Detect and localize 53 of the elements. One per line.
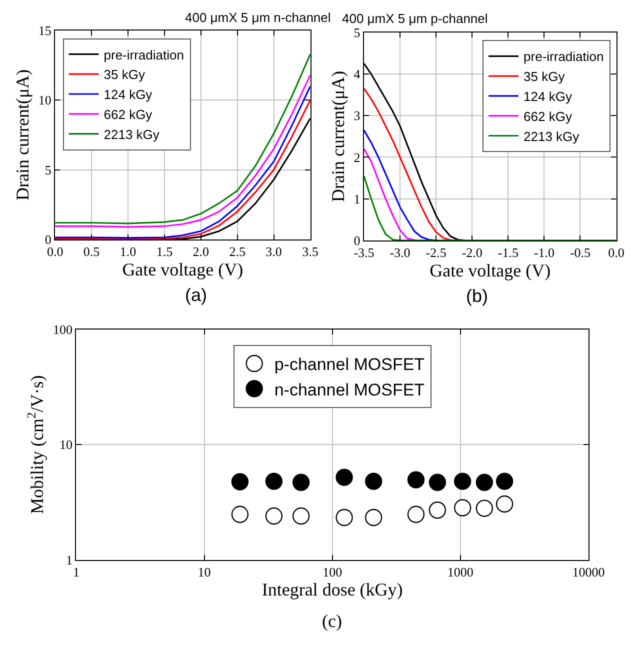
text: (a) — [185, 285, 207, 305]
x-axis-title: Integral dose (kGy) — [262, 580, 403, 600]
legend-label: 124 kGy — [524, 89, 572, 104]
x-tick-label: -1.0 — [534, 245, 554, 260]
x-tick-label: 0.0 — [608, 245, 624, 260]
text: (c) — [322, 611, 342, 631]
y-tick-label: 5 — [44, 162, 52, 178]
legend-label: 35 kGy — [524, 69, 566, 84]
legend-label: pre-irradiation — [104, 47, 184, 62]
legend-label: 662 kGy — [524, 108, 572, 124]
x-tick-label: 100 — [322, 564, 342, 580]
legend-label: 662 kGy — [104, 106, 153, 122]
y-tick-label: 10 — [59, 437, 72, 452]
x-tick-label: 3.0 — [266, 244, 282, 260]
x-tick-label: -1.5 — [498, 245, 518, 260]
y-axis-title: Drain current(μA) — [12, 69, 33, 201]
x-tick-label: 2.5 — [229, 244, 246, 260]
x-tick-label: 1000 — [447, 564, 474, 580]
y-tick-label: 4 — [354, 66, 361, 82]
text: (b) — [466, 286, 488, 306]
x-tick-label: -2.0 — [462, 245, 482, 260]
y-tick-label: 5 — [354, 24, 360, 40]
y-tick-label: 1 — [354, 191, 360, 206]
x-tick-label: 1.0 — [120, 244, 136, 260]
y-tick-label: 0 — [354, 232, 360, 248]
x-tick-label: -3.5 — [354, 245, 374, 260]
chart-title: 400 μmX 5 μm n-channel — [185, 10, 331, 25]
legend-label: n-channel MOSFET — [274, 380, 425, 400]
y-tick-label: 3 — [354, 108, 360, 124]
y-tick-label: 100 — [52, 322, 72, 337]
x-tick-label: 1.5 — [156, 244, 173, 260]
x-tick-label: -2.5 — [426, 245, 446, 260]
x-axis-title: Gate voltage (V) — [122, 259, 244, 280]
x-tick-label: 3.5 — [302, 244, 318, 260]
chart-title: 400 μmX 5 μm p-channel — [342, 11, 488, 26]
legend-label: p-channel MOSFET — [274, 355, 425, 374]
x-axis-title: Gate voltage (V) — [430, 260, 551, 280]
x-tick-label: 2.0 — [192, 244, 210, 260]
legend-label: 2213 kGy — [104, 126, 160, 142]
y-tick-label: 10 — [38, 92, 52, 108]
x-tick-label: -0.5 — [570, 245, 591, 260]
y-tick-label: 15 — [38, 22, 52, 38]
x-tick-label: 0.5 — [83, 244, 100, 260]
x-tick-label: -3.0 — [390, 245, 410, 260]
legend-label: 124 kGy — [104, 87, 153, 102]
legend-label: pre-irradiation — [524, 49, 604, 64]
legend-label: 35 kGy — [104, 67, 146, 82]
y-tick-label: 2 — [354, 150, 360, 165]
x-tick-label: 10 — [198, 564, 211, 580]
legend-label: 2213 kGy — [524, 128, 580, 144]
y-tick-label: 1 — [66, 552, 72, 568]
x-tick-label: 10000 — [572, 564, 605, 580]
y-axis-title: Drain current(μA) — [328, 70, 348, 202]
